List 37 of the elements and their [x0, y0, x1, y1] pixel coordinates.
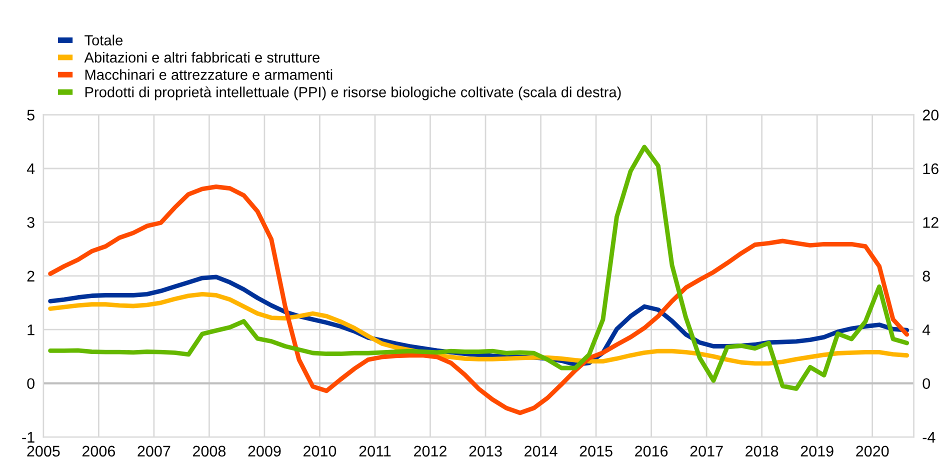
y2-tick-label: 12	[923, 217, 938, 228]
line-series	[48, 292, 910, 366]
line-series	[48, 144, 910, 391]
x-tick-label: 2012	[414, 446, 446, 457]
y2-tick-label: -4	[922, 432, 936, 443]
y-tick-label: 0	[27, 378, 34, 390]
x-tick-label: 2014	[524, 446, 558, 457]
x-tick-label: 2009	[248, 446, 281, 457]
y-tick-label: 1	[28, 324, 34, 336]
x-tick-label: 2016	[635, 446, 668, 457]
y2-tick-label: 8	[922, 270, 930, 282]
x-tick-label: 2007	[138, 446, 170, 457]
x-tick-label: 2018	[746, 446, 778, 457]
x-tick-label: 2019	[800, 446, 834, 457]
legend-label: Macchinari e attrezzature e armamenti	[85, 69, 332, 80]
x-tick-label: 2006	[82, 446, 116, 457]
legend-label: Totale	[84, 34, 123, 46]
legend-label: Abitazioni e altri fabbricati e strutture	[84, 52, 320, 63]
y-tick-label: 2	[27, 270, 34, 282]
x-tick-label: 2011	[359, 446, 391, 457]
x-tick-label: 2017	[690, 446, 723, 457]
x-tick-label: 2020	[856, 446, 889, 457]
line-series	[48, 184, 910, 416]
y-tick-label: 4	[26, 164, 35, 174]
x-tick-label: 2008	[192, 446, 226, 457]
y-tick-label: 5	[27, 110, 34, 120]
y2-tick-label: 20	[922, 110, 939, 120]
legend-label: Prodotti di proprietà intellettuale (PPI) e risorse biologiche coltivate (scala di destra)	[85, 86, 621, 100]
y2-tick-label: 16	[923, 163, 938, 174]
y2-tick-label: 0	[922, 378, 930, 390]
x-tick-label: 2015	[580, 446, 612, 457]
y-tick-label: 3	[27, 217, 34, 228]
y2-tick-label: 4	[922, 324, 930, 336]
x-tick-label: 2010	[304, 446, 336, 457]
y-tick-label: -1	[22, 432, 34, 443]
x-tick-label: 2013	[469, 446, 502, 457]
x-tick-label: 2005	[27, 446, 60, 457]
